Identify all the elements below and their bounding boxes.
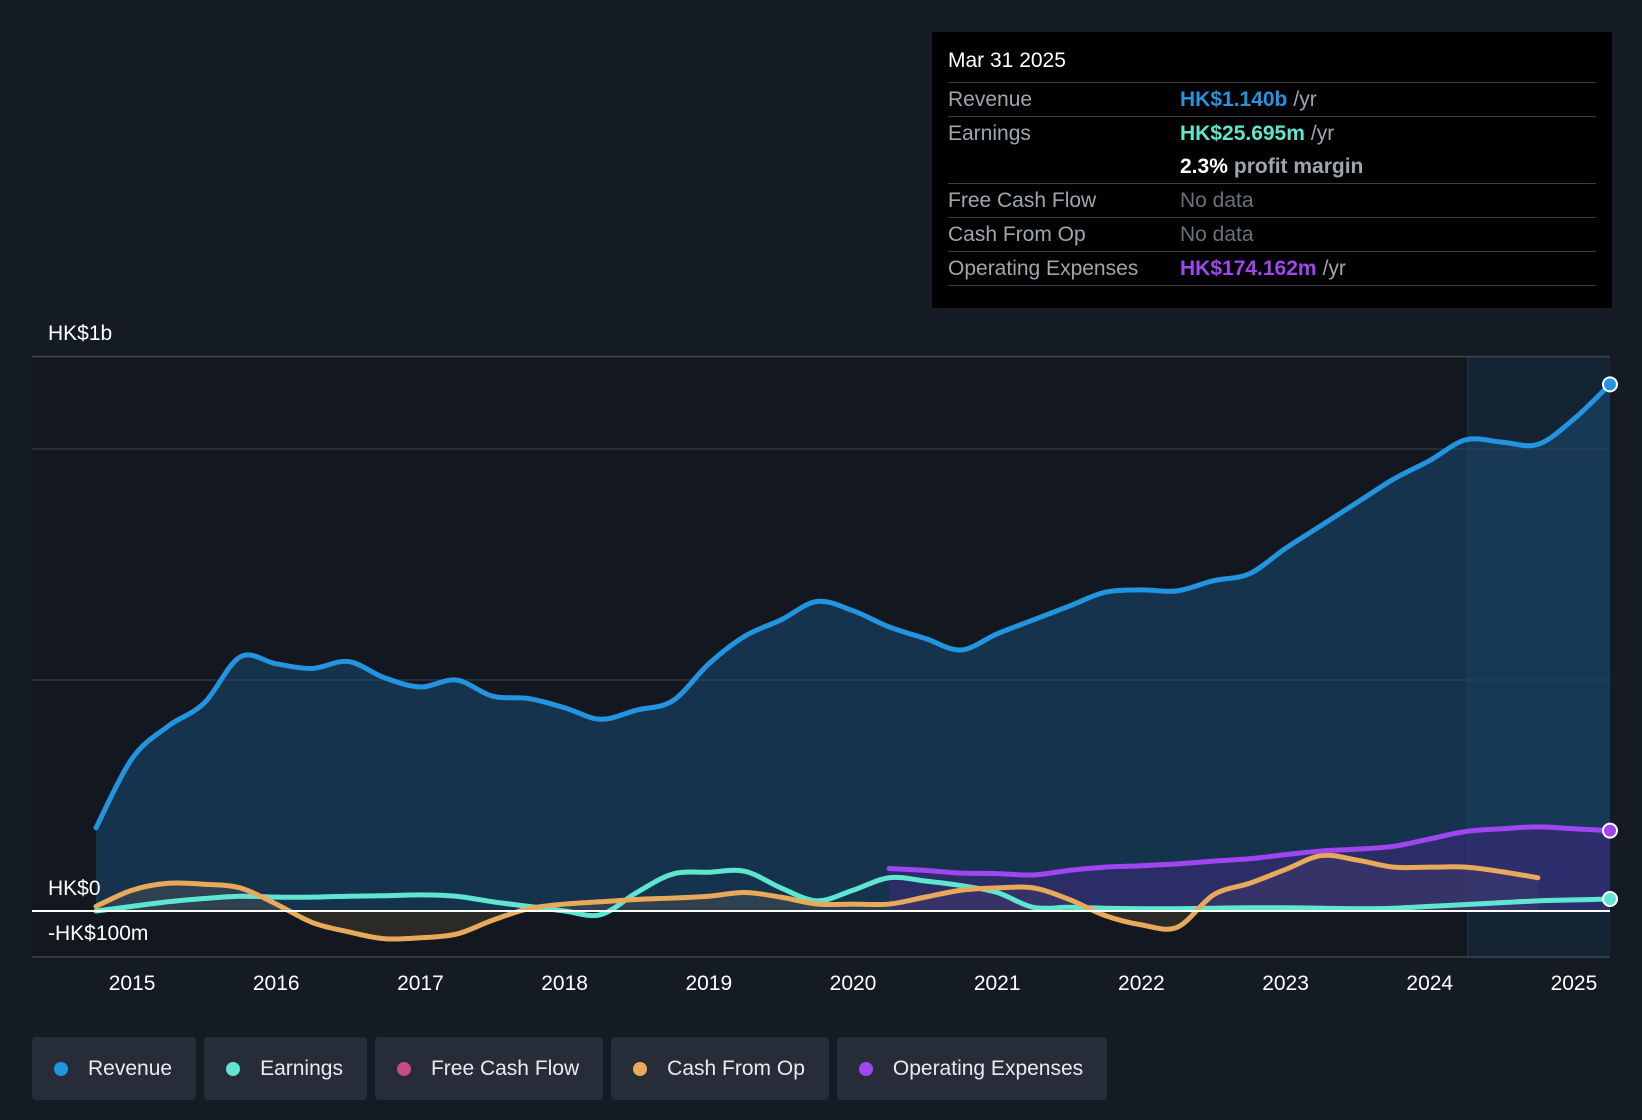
x-tick-label: 2020 — [830, 972, 877, 995]
legend-label: Revenue — [88, 1056, 173, 1080]
x-tick-label: 2015 — [109, 972, 156, 995]
x-tick-label: 2024 — [1406, 972, 1453, 995]
legend-label: Earnings — [260, 1056, 343, 1080]
tooltip-row-opex: Operating Expenses HK$174.162m /yr — [948, 251, 1596, 286]
y-axis-label: -HK$100m — [48, 922, 148, 945]
tooltip-unit: profit margin — [1233, 154, 1364, 178]
tooltip-value: HK$25.695m — [1180, 121, 1305, 145]
x-tick-label: 2018 — [541, 972, 588, 995]
earnings-end-marker — [1602, 890, 1618, 907]
y-axis-label: HK$0 — [48, 877, 101, 900]
tooltip-unit: /yr — [1322, 256, 1346, 280]
cash-from-op-area — [96, 855, 1538, 940]
tooltip-panel: Mar 31 2025 Revenue HK$1.140b /yr Earnin… — [932, 32, 1612, 308]
tooltip-date: Mar 31 2025 — [948, 49, 1066, 72]
free-cash-flow-dot-icon — [396, 1061, 411, 1076]
revenue-line — [93, 381, 1613, 831]
tooltip-value: 2.3% — [1180, 154, 1228, 178]
legend-item-cash-from-op[interactable]: Cash From Op — [611, 1037, 829, 1100]
tooltip-value: No data — [1180, 188, 1254, 212]
tooltip-label: Operating Expenses — [948, 256, 1139, 280]
y-axis-label: HK$1b — [48, 322, 112, 345]
operating-expenses-end-marker — [1602, 822, 1618, 839]
tooltip-row-revenue: Revenue HK$1.140b /yr — [948, 82, 1596, 116]
legend-item-earnings[interactable]: Earnings — [204, 1037, 367, 1100]
tooltip-row-earnings: Earnings HK$25.695m /yr — [948, 116, 1596, 150]
x-tick-label: 2021 — [974, 972, 1021, 995]
legend: Revenue Earnings Free Cash Flow Cash Fro… — [32, 1037, 1108, 1100]
cash-from-op-dot-icon — [633, 1061, 648, 1076]
tooltip-label: Cash From Op — [948, 222, 1086, 246]
x-tick-label: 2016 — [253, 972, 300, 995]
tooltip-unit: /yr — [1293, 87, 1317, 111]
earnings-line — [93, 867, 1613, 919]
x-tick-label: 2023 — [1262, 972, 1309, 995]
tooltip-label: Revenue — [948, 87, 1033, 111]
tooltip-label: Earnings — [948, 121, 1031, 145]
x-tick-label: 2022 — [1118, 972, 1165, 995]
operating-expenses-line — [886, 824, 1613, 878]
x-tick-label: 2025 — [1551, 972, 1598, 995]
tooltip-value: No data — [1180, 222, 1254, 246]
revenue-area — [96, 384, 1610, 911]
tooltip-value: HK$174.162m — [1180, 256, 1317, 280]
operating-expenses-area — [889, 826, 1610, 911]
revenue-dot-icon — [54, 1061, 68, 1076]
tooltip-row-margin: 2.3% profit margin — [948, 150, 1596, 183]
revenue-end-marker — [1602, 376, 1618, 393]
tooltip-row-fcf: Free Cash Flow No data — [948, 183, 1596, 217]
legend-label: Operating Expenses — [892, 1056, 1084, 1080]
legend-item-operating-expenses[interactable]: Operating Expenses — [836, 1037, 1108, 1100]
legend-item-revenue[interactable]: Revenue — [32, 1037, 197, 1100]
x-tick-label: 2019 — [685, 972, 732, 995]
tooltip-row-cfo: Cash From Op No data — [948, 217, 1596, 251]
tooltip-label: Free Cash Flow — [948, 188, 1097, 212]
tooltip-value: HK$1.140b — [1180, 87, 1288, 111]
cash-from-op-line — [93, 852, 1541, 942]
legend-label: Free Cash Flow — [430, 1056, 580, 1080]
operating-expenses-dot-icon — [858, 1061, 873, 1076]
legend-item-free-cash-flow[interactable]: Free Cash Flow — [374, 1037, 604, 1100]
tooltip-unit: /yr — [1310, 121, 1335, 145]
earnings-dot-icon — [226, 1061, 241, 1076]
x-tick-label: 2017 — [397, 972, 444, 995]
legend-label: Cash From Op — [667, 1056, 805, 1080]
